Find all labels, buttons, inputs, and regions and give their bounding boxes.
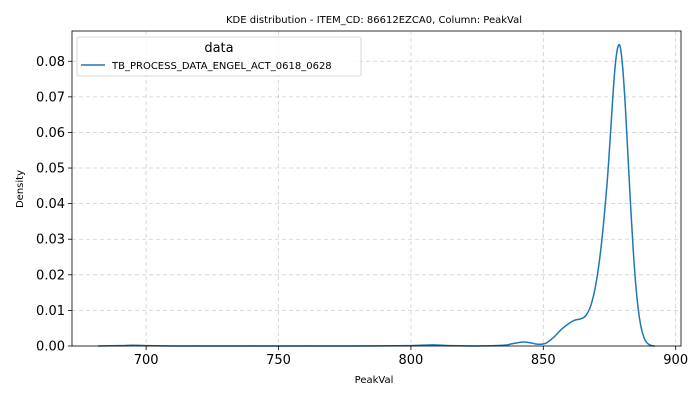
kde-point	[643, 336, 645, 339]
kde-point	[635, 286, 637, 288]
kde-point	[640, 327, 642, 329]
kde-point	[616, 48, 619, 50]
kde-point	[553, 336, 555, 338]
kde-point	[132, 344, 134, 346]
kde-point	[608, 147, 611, 150]
kde-point	[622, 67, 624, 69]
kde-point	[632, 251, 634, 253]
y-tick-label: 0.02	[36, 268, 65, 283]
grid-lines	[72, 31, 681, 347]
kde-point	[627, 156, 629, 158]
kde-point	[545, 342, 547, 344]
legend: data TB_PROCESS_DATA_ENGEL_ACT_0618_0628	[76, 36, 362, 77]
kde-curve	[98, 43, 655, 347]
kde-point	[574, 319, 576, 321]
kde-point	[630, 206, 632, 208]
kde-point	[529, 342, 531, 344]
kde-point	[431, 344, 433, 346]
kde-point	[590, 304, 592, 306]
x-tick-label: 900	[663, 353, 688, 368]
y-tick-label: 0.08	[36, 55, 65, 70]
kde-point	[611, 106, 613, 109]
kde-point	[648, 343, 650, 346]
kde-point	[606, 185, 608, 187]
kde-point	[569, 322, 571, 324]
legend-series-label: TB_PROCESS_DATA_ENGEL_ACT_0618_0628	[111, 61, 332, 72]
kde-point	[600, 242, 603, 244]
y-tick-label: 0.04	[36, 197, 65, 212]
x-tick-label: 850	[531, 353, 556, 368]
y-tick-label: 0.00	[36, 340, 65, 355]
curve-layer	[97, 43, 656, 347]
kde-point	[595, 281, 597, 283]
x-tick-label: 750	[266, 353, 291, 368]
y-tick-label: 0.06	[36, 126, 65, 141]
kde-point	[503, 344, 505, 346]
kde-point	[561, 328, 563, 330]
kde-point	[624, 106, 627, 109]
x-tick-label: 700	[134, 353, 159, 368]
kde-point	[614, 69, 616, 71]
x-axis-label: PeakVal	[355, 375, 394, 386]
y-tick-label: 0.05	[36, 162, 65, 177]
kde-point	[537, 343, 539, 345]
y-tick-label: 0.01	[36, 304, 65, 319]
legend-title: data	[204, 41, 233, 56]
legend-box	[76, 36, 362, 77]
kde-point	[585, 315, 587, 317]
plot-area-frame	[71, 30, 682, 347]
kde-point	[579, 318, 581, 320]
axis-ticks: 700 750 800 850 900 0.00 0.01 0.02 0.03 0.04 0.05 0…	[36, 55, 688, 368]
kde-point	[619, 45, 621, 47]
kde-point	[645, 341, 648, 344]
y-axis-label: Density	[15, 170, 26, 208]
kde-point	[521, 341, 523, 343]
kde-point	[638, 311, 640, 313]
kde-point	[510, 343, 513, 345]
y-tick-label: 0.03	[36, 233, 65, 248]
y-tick-label: 0.07	[36, 90, 65, 105]
x-tick-label: 800	[399, 353, 424, 368]
chart-title: KDE distribution - ITEM_CD: 86612EZCA0, …	[226, 15, 522, 26]
